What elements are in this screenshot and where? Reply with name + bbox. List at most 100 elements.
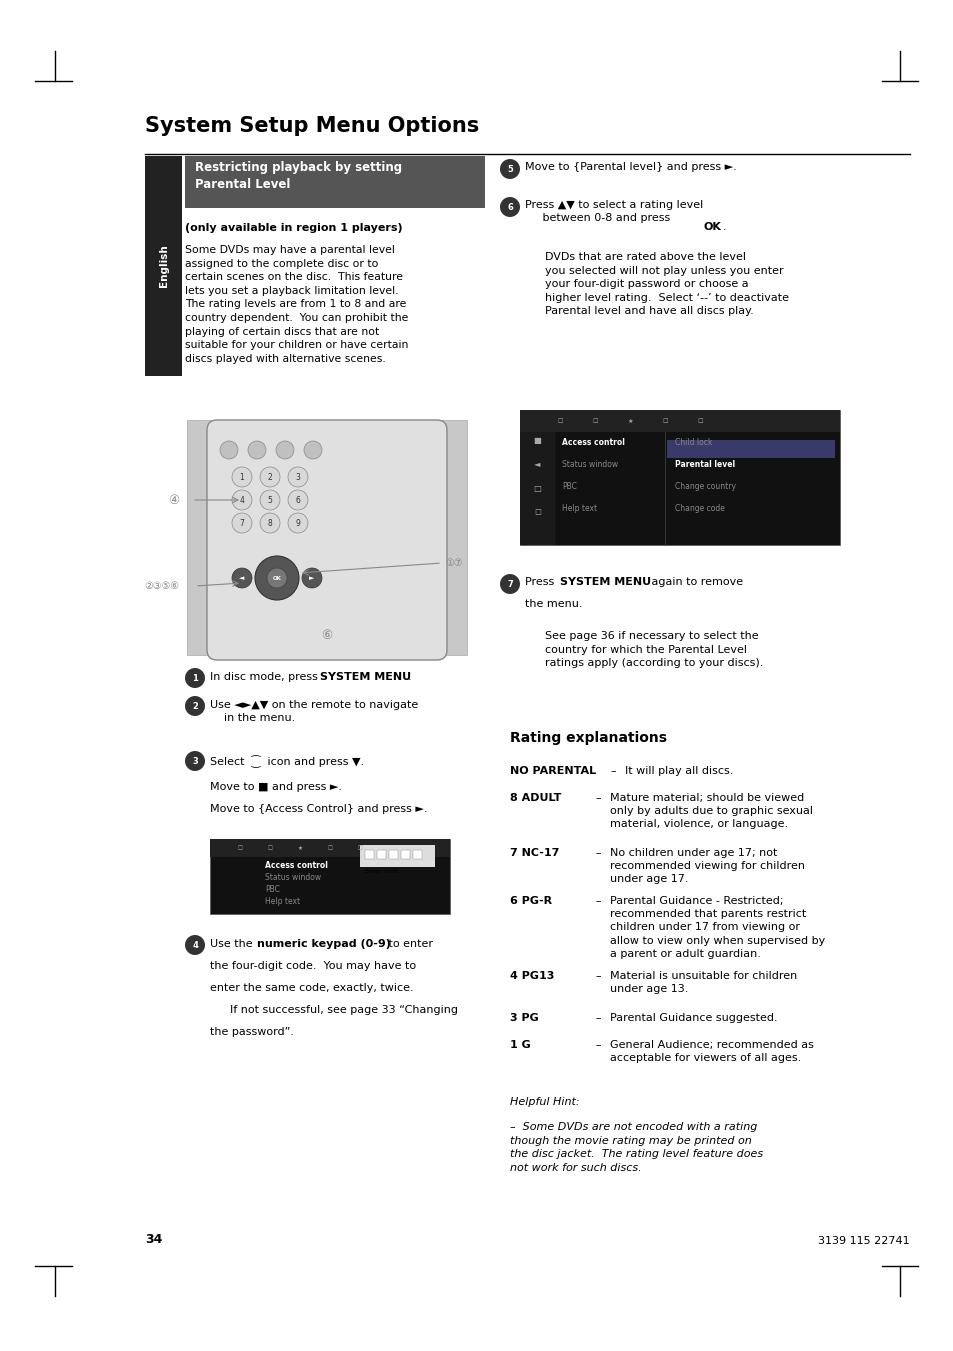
FancyBboxPatch shape bbox=[413, 850, 421, 859]
Text: Use ◄►▲▼ on the remote to navigate
    in the menu.: Use ◄►▲▼ on the remote to navigate in th… bbox=[210, 700, 417, 723]
Circle shape bbox=[302, 567, 322, 588]
Text: In disc mode, press: In disc mode, press bbox=[210, 671, 321, 682]
Text: 8 ADULT: 8 ADULT bbox=[510, 793, 560, 802]
Text: Help text: Help text bbox=[265, 897, 300, 907]
Text: 5: 5 bbox=[507, 165, 513, 173]
Text: NO PARENTAL: NO PARENTAL bbox=[510, 766, 596, 775]
Circle shape bbox=[248, 440, 266, 459]
FancyBboxPatch shape bbox=[187, 420, 467, 655]
FancyBboxPatch shape bbox=[145, 155, 182, 376]
Circle shape bbox=[499, 197, 519, 218]
Circle shape bbox=[304, 440, 322, 459]
Text: ☐: ☐ bbox=[267, 846, 273, 851]
Text: If not successful, see page 33 “Changing: If not successful, see page 33 “Changing bbox=[230, 1005, 457, 1015]
Circle shape bbox=[185, 935, 205, 955]
Text: Parental level: Parental level bbox=[675, 459, 735, 469]
Text: Move to {Parental level} and press ►.: Move to {Parental level} and press ►. bbox=[524, 162, 736, 172]
Text: 7: 7 bbox=[239, 519, 244, 527]
Text: 6: 6 bbox=[507, 203, 513, 212]
Text: 1 G: 1 G bbox=[510, 1040, 530, 1050]
Text: SYSTEM MENU: SYSTEM MENU bbox=[319, 671, 411, 682]
Text: Use the: Use the bbox=[210, 939, 255, 948]
Text: enter the same code, exactly, twice.: enter the same code, exactly, twice. bbox=[210, 984, 414, 993]
Text: PBC: PBC bbox=[265, 885, 279, 894]
Text: –  Some DVDs are not encoded with a rating
though the movie rating may be printe: – Some DVDs are not encoded with a ratin… bbox=[510, 1121, 762, 1173]
Circle shape bbox=[220, 440, 237, 459]
FancyBboxPatch shape bbox=[519, 432, 555, 544]
Circle shape bbox=[499, 159, 519, 178]
Circle shape bbox=[260, 513, 280, 534]
Circle shape bbox=[185, 667, 205, 688]
Text: .: . bbox=[722, 222, 726, 232]
Text: .: . bbox=[408, 671, 411, 682]
FancyBboxPatch shape bbox=[389, 850, 397, 859]
Text: ☐: ☐ bbox=[327, 846, 332, 851]
Text: DVDs that are rated above the level
you selected will not play unless you enter
: DVDs that are rated above the level you … bbox=[544, 253, 788, 316]
Text: 7: 7 bbox=[507, 580, 513, 589]
Circle shape bbox=[232, 467, 252, 486]
Text: again to remove: again to remove bbox=[647, 577, 742, 586]
Text: 34: 34 bbox=[145, 1233, 162, 1246]
Text: –: – bbox=[595, 1013, 600, 1023]
Circle shape bbox=[288, 490, 308, 509]
Text: ►: ► bbox=[309, 576, 314, 581]
Text: Rating explanations: Rating explanations bbox=[510, 731, 666, 744]
Text: Change code: Change code bbox=[675, 504, 724, 513]
Circle shape bbox=[232, 567, 252, 588]
Text: 3 PG: 3 PG bbox=[510, 1013, 538, 1023]
Text: ②③⑤⑥: ②③⑤⑥ bbox=[144, 581, 179, 590]
Text: ☐: ☐ bbox=[557, 419, 562, 423]
Text: ★: ★ bbox=[297, 846, 302, 851]
Circle shape bbox=[185, 751, 205, 771]
Circle shape bbox=[260, 490, 280, 509]
Text: Help text: Help text bbox=[561, 504, 597, 513]
Text: 8: 8 bbox=[268, 519, 273, 527]
Text: Press: Press bbox=[524, 577, 558, 586]
Text: –: – bbox=[595, 896, 600, 907]
Text: ①⑦: ①⑦ bbox=[444, 558, 462, 567]
Circle shape bbox=[254, 557, 298, 600]
Circle shape bbox=[232, 490, 252, 509]
Text: –: – bbox=[609, 766, 615, 775]
Text: 9: 9 bbox=[295, 519, 300, 527]
FancyBboxPatch shape bbox=[210, 839, 450, 915]
Text: 4 PG13: 4 PG13 bbox=[510, 971, 554, 981]
Text: Material is unsuitable for children
under age 13.: Material is unsuitable for children unde… bbox=[609, 971, 797, 994]
FancyBboxPatch shape bbox=[519, 409, 840, 432]
Text: the menu.: the menu. bbox=[524, 598, 582, 609]
Text: ◄: ◄ bbox=[239, 576, 244, 581]
Text: Status window: Status window bbox=[265, 873, 321, 882]
Text: 2: 2 bbox=[268, 473, 273, 481]
Text: 4: 4 bbox=[239, 496, 244, 504]
Text: PBC: PBC bbox=[561, 482, 577, 490]
FancyBboxPatch shape bbox=[185, 155, 484, 208]
Circle shape bbox=[499, 574, 519, 594]
Text: –: – bbox=[595, 971, 600, 981]
Text: ☐: ☐ bbox=[661, 419, 667, 423]
Text: Access control: Access control bbox=[265, 861, 328, 870]
Circle shape bbox=[185, 696, 205, 716]
Text: the four-digit code.  You may have to: the four-digit code. You may have to bbox=[210, 961, 416, 971]
Text: 5: 5 bbox=[267, 496, 273, 504]
Text: Enter code: Enter code bbox=[365, 869, 398, 874]
Text: Access control: Access control bbox=[561, 438, 624, 447]
Text: 4: 4 bbox=[192, 940, 197, 950]
Text: –: – bbox=[595, 793, 600, 802]
Circle shape bbox=[232, 513, 252, 534]
Text: 6 PG-R: 6 PG-R bbox=[510, 896, 552, 907]
Text: to enter: to enter bbox=[385, 939, 433, 948]
Text: System Setup Menu Options: System Setup Menu Options bbox=[145, 116, 478, 136]
Circle shape bbox=[267, 567, 287, 588]
FancyBboxPatch shape bbox=[666, 440, 834, 458]
FancyBboxPatch shape bbox=[400, 850, 410, 859]
Text: Child lock: Child lock bbox=[675, 438, 712, 447]
Text: Status window: Status window bbox=[561, 459, 618, 469]
Text: 3: 3 bbox=[295, 473, 300, 481]
FancyBboxPatch shape bbox=[365, 850, 374, 859]
Text: Parental Guidance suggested.: Parental Guidance suggested. bbox=[609, 1013, 777, 1023]
Circle shape bbox=[275, 440, 294, 459]
Text: English: English bbox=[158, 245, 169, 288]
Text: OK: OK bbox=[702, 222, 720, 232]
Text: ◻: ◻ bbox=[534, 508, 540, 516]
Text: –: – bbox=[595, 1040, 600, 1050]
